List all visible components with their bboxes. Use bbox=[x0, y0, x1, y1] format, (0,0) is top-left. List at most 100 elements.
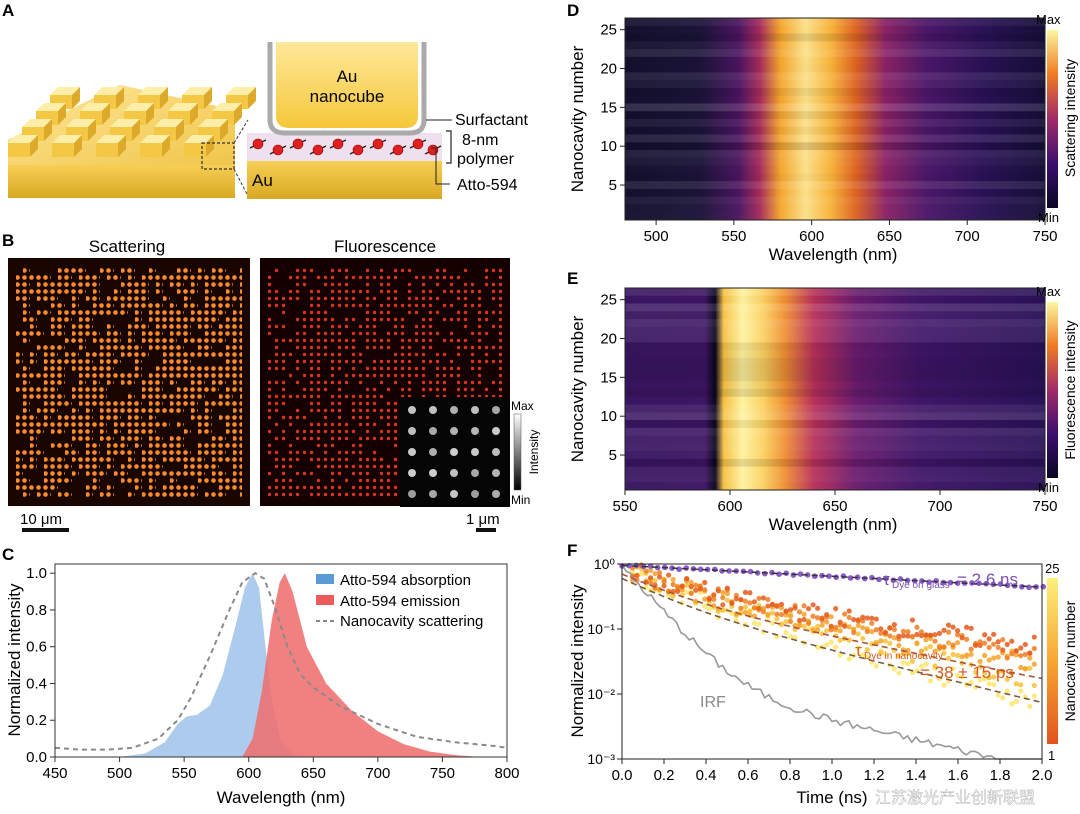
decay-point bbox=[792, 623, 798, 629]
decay-point bbox=[855, 617, 861, 623]
decay-point bbox=[688, 579, 694, 586]
polymer-label-1: 8-nm bbox=[462, 132, 498, 149]
decay-point bbox=[887, 640, 893, 646]
inset-spot bbox=[408, 427, 416, 435]
f-ytick: 10⁻² bbox=[587, 686, 615, 702]
e-ytick: 10 bbox=[600, 408, 617, 425]
panel-e-letter: E bbox=[567, 269, 578, 288]
decay-point bbox=[815, 623, 821, 630]
decay-point bbox=[891, 666, 897, 672]
decay-point bbox=[742, 598, 748, 604]
decay-point bbox=[968, 646, 974, 652]
nanocube bbox=[182, 87, 212, 109]
tau-glass-sub: Dye on glass bbox=[892, 580, 950, 591]
inset-spot bbox=[450, 427, 458, 435]
decay-point bbox=[932, 648, 938, 654]
plot-frame bbox=[54, 563, 508, 758]
decay-point bbox=[914, 624, 920, 630]
decay-point bbox=[977, 639, 983, 645]
decay-point bbox=[977, 642, 983, 648]
decay-point bbox=[783, 629, 789, 636]
glass-point bbox=[1004, 582, 1011, 589]
decay-point bbox=[828, 614, 834, 620]
inset-spot bbox=[492, 469, 500, 477]
panel-b-letter: B bbox=[2, 232, 14, 250]
d-cbar-label: Scattering intensity bbox=[1062, 59, 1078, 177]
inset-spot bbox=[492, 448, 500, 456]
heatmap-row bbox=[625, 87, 1045, 96]
decay-point bbox=[738, 597, 744, 603]
decay-point bbox=[1004, 676, 1010, 682]
decay-point bbox=[837, 619, 843, 625]
decay-point bbox=[977, 658, 983, 665]
scattering-title: Scattering bbox=[89, 237, 166, 256]
e-cbar-min: Min bbox=[1038, 480, 1059, 495]
decay-point bbox=[638, 571, 645, 577]
decay-point bbox=[742, 604, 748, 610]
decay-point bbox=[1027, 703, 1033, 710]
decay-point bbox=[909, 670, 916, 676]
e-colorbar bbox=[1047, 302, 1058, 478]
glass-point bbox=[676, 566, 682, 573]
decay-point bbox=[891, 626, 897, 633]
glass-point bbox=[976, 580, 982, 587]
heatmap-row bbox=[625, 111, 1045, 119]
decay-point bbox=[670, 581, 676, 588]
d-xtick: 500 bbox=[644, 228, 669, 245]
nanocube bbox=[184, 135, 214, 157]
f-ytick: 10⁻¹ bbox=[587, 621, 615, 637]
decay-point bbox=[973, 642, 979, 648]
decay-point bbox=[918, 629, 925, 635]
decay-point bbox=[1027, 655, 1033, 661]
scattering-line bbox=[54, 571, 508, 751]
decay-point bbox=[936, 630, 943, 636]
nanocube bbox=[140, 135, 170, 157]
decay-point bbox=[778, 611, 785, 618]
inset-spot bbox=[429, 427, 437, 435]
d-xtick: 550 bbox=[721, 228, 746, 245]
decay-point bbox=[882, 651, 888, 657]
decay-point bbox=[643, 568, 649, 574]
decay-point bbox=[1004, 641, 1010, 647]
decay-point bbox=[923, 637, 929, 643]
heatmap-row bbox=[625, 427, 1045, 436]
decay-point bbox=[778, 605, 785, 611]
decay-point bbox=[756, 621, 762, 627]
decay-point bbox=[706, 596, 712, 602]
emission-area bbox=[242, 573, 482, 757]
decay-point bbox=[855, 622, 861, 629]
glass-point bbox=[926, 579, 932, 585]
decay-point bbox=[896, 642, 902, 649]
decay-point bbox=[986, 675, 992, 681]
heatmap-row bbox=[625, 103, 1045, 112]
tau-glass-symbol: τ bbox=[883, 570, 890, 589]
decay-point bbox=[647, 567, 654, 573]
fluorescence-title: Fluorescence bbox=[334, 237, 436, 256]
decay-point bbox=[941, 650, 947, 656]
nanocube bbox=[96, 135, 126, 157]
decay-point bbox=[945, 622, 952, 628]
f-xtick: 1.6 bbox=[948, 767, 969, 784]
decay-point bbox=[882, 638, 888, 644]
decay-point bbox=[954, 628, 961, 634]
dye-label: Atto-594 bbox=[457, 177, 518, 194]
decay-point bbox=[914, 631, 920, 638]
decay-point bbox=[882, 630, 888, 636]
heatmap-row bbox=[625, 65, 1045, 73]
decay-point bbox=[968, 679, 974, 686]
decay-point bbox=[733, 596, 739, 602]
decay-point bbox=[991, 641, 997, 647]
decay-point bbox=[661, 579, 667, 585]
decay-point bbox=[864, 615, 870, 621]
f-xtick: 0.2 bbox=[654, 767, 675, 784]
decay-point bbox=[923, 646, 929, 652]
decay-point bbox=[688, 583, 694, 590]
decay-point bbox=[959, 635, 965, 641]
decay-point bbox=[1013, 652, 1019, 658]
substrate-front bbox=[8, 165, 235, 198]
decay-point bbox=[860, 618, 866, 624]
decay-point bbox=[1018, 688, 1024, 694]
heatmap-row bbox=[625, 365, 1045, 374]
decay-point bbox=[679, 583, 685, 589]
nanocube-label-1: Au bbox=[337, 67, 358, 86]
